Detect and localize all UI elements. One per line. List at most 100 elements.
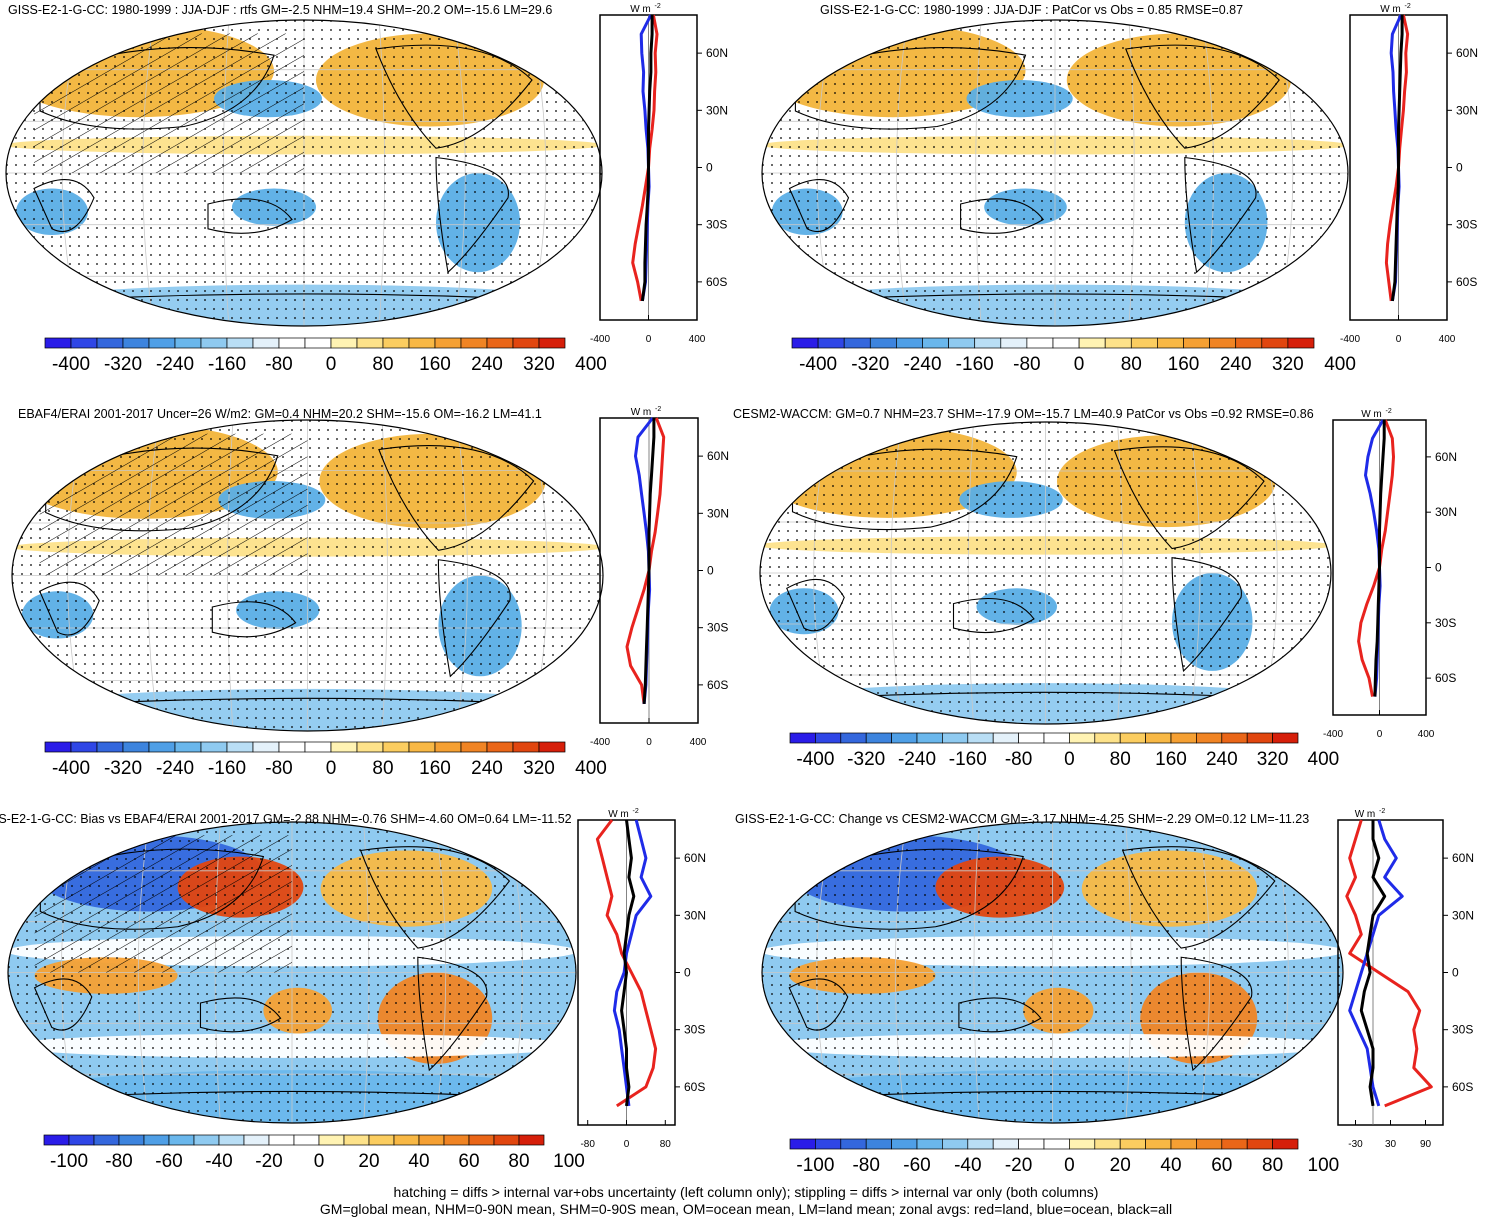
colorbar-label: 80 xyxy=(508,1151,529,1172)
units-exponent: -2 xyxy=(655,406,661,413)
colorbar-label: 400 xyxy=(575,354,607,375)
colorbar-label: -80 xyxy=(265,354,292,375)
footer-line-2: GM=global mean, NHM=0-90N mean, SHM=0-90… xyxy=(319,1201,1173,1217)
colorbar-swatch xyxy=(493,1134,520,1146)
world-map xyxy=(761,19,1349,327)
lat-label: 60N xyxy=(707,449,729,463)
colorbar-label: 0 xyxy=(326,354,337,375)
stippling xyxy=(762,20,1348,326)
units-exponent: -2 xyxy=(1379,808,1385,815)
colorbar-swatch xyxy=(789,1138,816,1150)
colorbar-swatch xyxy=(486,337,514,349)
map-border xyxy=(11,419,604,732)
colorbar: -100 -80 -60 -40 -20 0 20 40 60 80 100 xyxy=(43,1134,585,1172)
coastline xyxy=(375,44,533,149)
x-tick-label: 0 xyxy=(646,334,652,345)
units-label: W m xyxy=(630,4,651,15)
colorbar-label: -80 xyxy=(852,1155,879,1176)
colorbar-label: -400 xyxy=(796,749,834,770)
colorbar-swatch xyxy=(304,337,332,349)
colorbar-swatch xyxy=(538,337,566,349)
colorbar-label: -80 xyxy=(105,1151,132,1172)
colorbar-label: 60 xyxy=(458,1151,479,1172)
colorbar-label: 20 xyxy=(1110,1155,1131,1176)
colorbar-label: 240 xyxy=(471,758,503,779)
lat-label: 60N xyxy=(1452,851,1474,865)
colorbar-swatch xyxy=(122,337,150,349)
lat-label: 0 xyxy=(1452,966,1459,980)
lat-label: 60S xyxy=(1452,1080,1473,1094)
colorbar-label: -160 xyxy=(956,354,994,375)
colorbar-label: 160 xyxy=(1168,354,1200,375)
lat-label: 30N xyxy=(706,103,728,117)
colorbar-swatch xyxy=(226,337,254,349)
colorbar-swatch xyxy=(200,337,228,349)
colorbar-swatch xyxy=(896,337,923,349)
colorbar-label: 20 xyxy=(358,1151,379,1172)
map-border xyxy=(759,421,1332,725)
colorbar-label: 240 xyxy=(471,354,503,375)
colorbar-label: -160 xyxy=(949,749,987,770)
units-exponent: -2 xyxy=(655,3,661,10)
colorbar-swatch xyxy=(1119,1138,1146,1150)
colorbar-swatch xyxy=(1069,732,1096,744)
coastline xyxy=(39,581,100,636)
colorbar-label: 320 xyxy=(523,758,555,779)
colorbar-swatch xyxy=(148,337,176,349)
series-all-line xyxy=(1373,420,1386,697)
colorbar-label: 80 xyxy=(1262,1155,1283,1176)
colorbar-swatch xyxy=(843,337,871,349)
colorbar-swatch xyxy=(118,1134,145,1146)
coastline xyxy=(45,447,279,532)
colorbar-swatch xyxy=(1145,732,1172,744)
units-label: W m xyxy=(1380,4,1401,15)
colorbar-swatch xyxy=(1043,732,1070,744)
colorbar-swatch xyxy=(278,337,306,349)
colorbar-label: -320 xyxy=(847,749,885,770)
colorbar-swatch xyxy=(434,337,462,349)
colorbar-swatch xyxy=(1157,337,1184,349)
x-tick-label: 400 xyxy=(1439,334,1456,345)
colorbar-label: -400 xyxy=(799,354,837,375)
lat-label: 30N xyxy=(1456,103,1478,117)
units-exponent: -2 xyxy=(633,808,639,815)
colorbar-label: 400 xyxy=(575,758,607,779)
colorbar-swatch xyxy=(293,1134,320,1146)
lat-label: 30N xyxy=(1435,505,1457,519)
colorbar-swatch xyxy=(1246,732,1273,744)
colorbar-swatch xyxy=(1196,732,1223,744)
colorbar-swatch xyxy=(278,741,306,753)
colorbar: -100 -80 -60 -40 -20 0 20 40 60 80 100 xyxy=(789,1138,1339,1176)
lat-label: 30N xyxy=(684,908,706,922)
series-all-line xyxy=(640,15,654,302)
colorbar-swatch xyxy=(992,732,1019,744)
colorbar-swatch xyxy=(948,337,976,349)
colorbar-swatch xyxy=(460,741,488,753)
colorbar-label: -240 xyxy=(156,354,194,375)
colorbar-label: -20 xyxy=(1005,1155,1032,1176)
colorbar-swatch xyxy=(330,337,358,349)
lat-label: 0 xyxy=(707,564,714,578)
colorbar-swatch xyxy=(268,1134,295,1146)
colorbar-swatch xyxy=(226,741,254,753)
lat-label: 60S xyxy=(707,678,728,692)
colorbar-swatch xyxy=(518,1134,545,1146)
colorbar-label: -80 xyxy=(1005,749,1032,770)
lat-label: 60S xyxy=(706,275,727,289)
colorbar-swatch xyxy=(174,741,202,753)
x-tick-label: -400 xyxy=(590,334,610,345)
colorbar-swatch xyxy=(96,337,124,349)
colorbar-swatch xyxy=(356,337,384,349)
colorbar-label: -60 xyxy=(903,1155,930,1176)
x-tick-label: 0 xyxy=(624,1139,630,1150)
colorbar-swatch xyxy=(791,337,819,349)
colorbar-label: 60 xyxy=(1211,1155,1232,1176)
coastline xyxy=(33,179,95,233)
zonal-profile: 60N 30N 0 30S 60S -30 30 90 W m -2 xyxy=(1337,808,1474,1150)
colorbar-swatch xyxy=(1018,1138,1045,1150)
colorbar-label: 0 xyxy=(326,758,337,779)
colorbar-label: 80 xyxy=(1110,749,1131,770)
colorbar-swatch xyxy=(193,1134,220,1146)
